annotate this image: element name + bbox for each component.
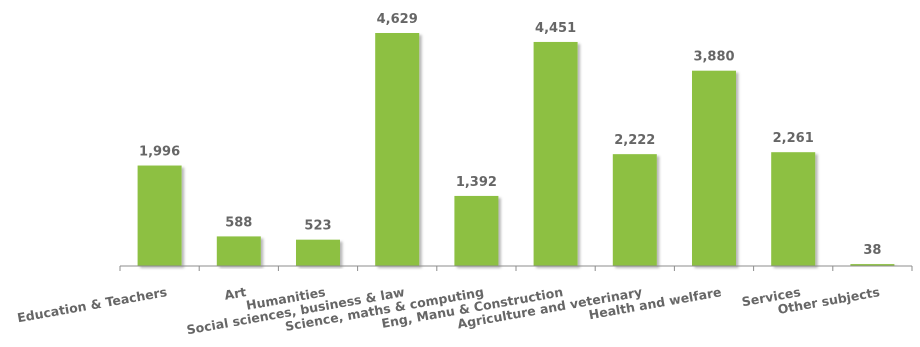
bar xyxy=(692,70,736,266)
bar xyxy=(454,195,499,266)
value-labels-group: 1,996 588 523 4,629 1,392 4,451 2,222 3,880 2,26… xyxy=(139,12,881,258)
x-axis-ticks xyxy=(119,266,913,271)
data-label: 1,392 xyxy=(456,175,497,190)
bar xyxy=(533,41,578,267)
bars-group xyxy=(137,33,895,267)
category-labels-group: Education & Teachers ArtHumanitiesSocial … xyxy=(16,284,881,337)
bar xyxy=(375,33,420,266)
category-label: Art xyxy=(223,284,247,303)
bar xyxy=(771,152,816,266)
data-label: 3,880 xyxy=(693,50,734,65)
data-label: 1,996 xyxy=(139,145,180,160)
bar xyxy=(612,154,657,266)
data-label: 4,451 xyxy=(535,21,576,36)
data-label: 4,629 xyxy=(377,12,418,27)
bar xyxy=(216,236,261,266)
bar xyxy=(850,264,895,266)
data-label: 523 xyxy=(304,219,331,234)
bar xyxy=(137,165,182,266)
data-label: 588 xyxy=(225,215,252,230)
category-label: Education & Teachers xyxy=(16,284,168,325)
data-label: 2,261 xyxy=(773,131,814,146)
bar xyxy=(296,239,340,266)
data-label: 2,222 xyxy=(614,133,655,148)
data-label: 38 xyxy=(863,243,881,258)
